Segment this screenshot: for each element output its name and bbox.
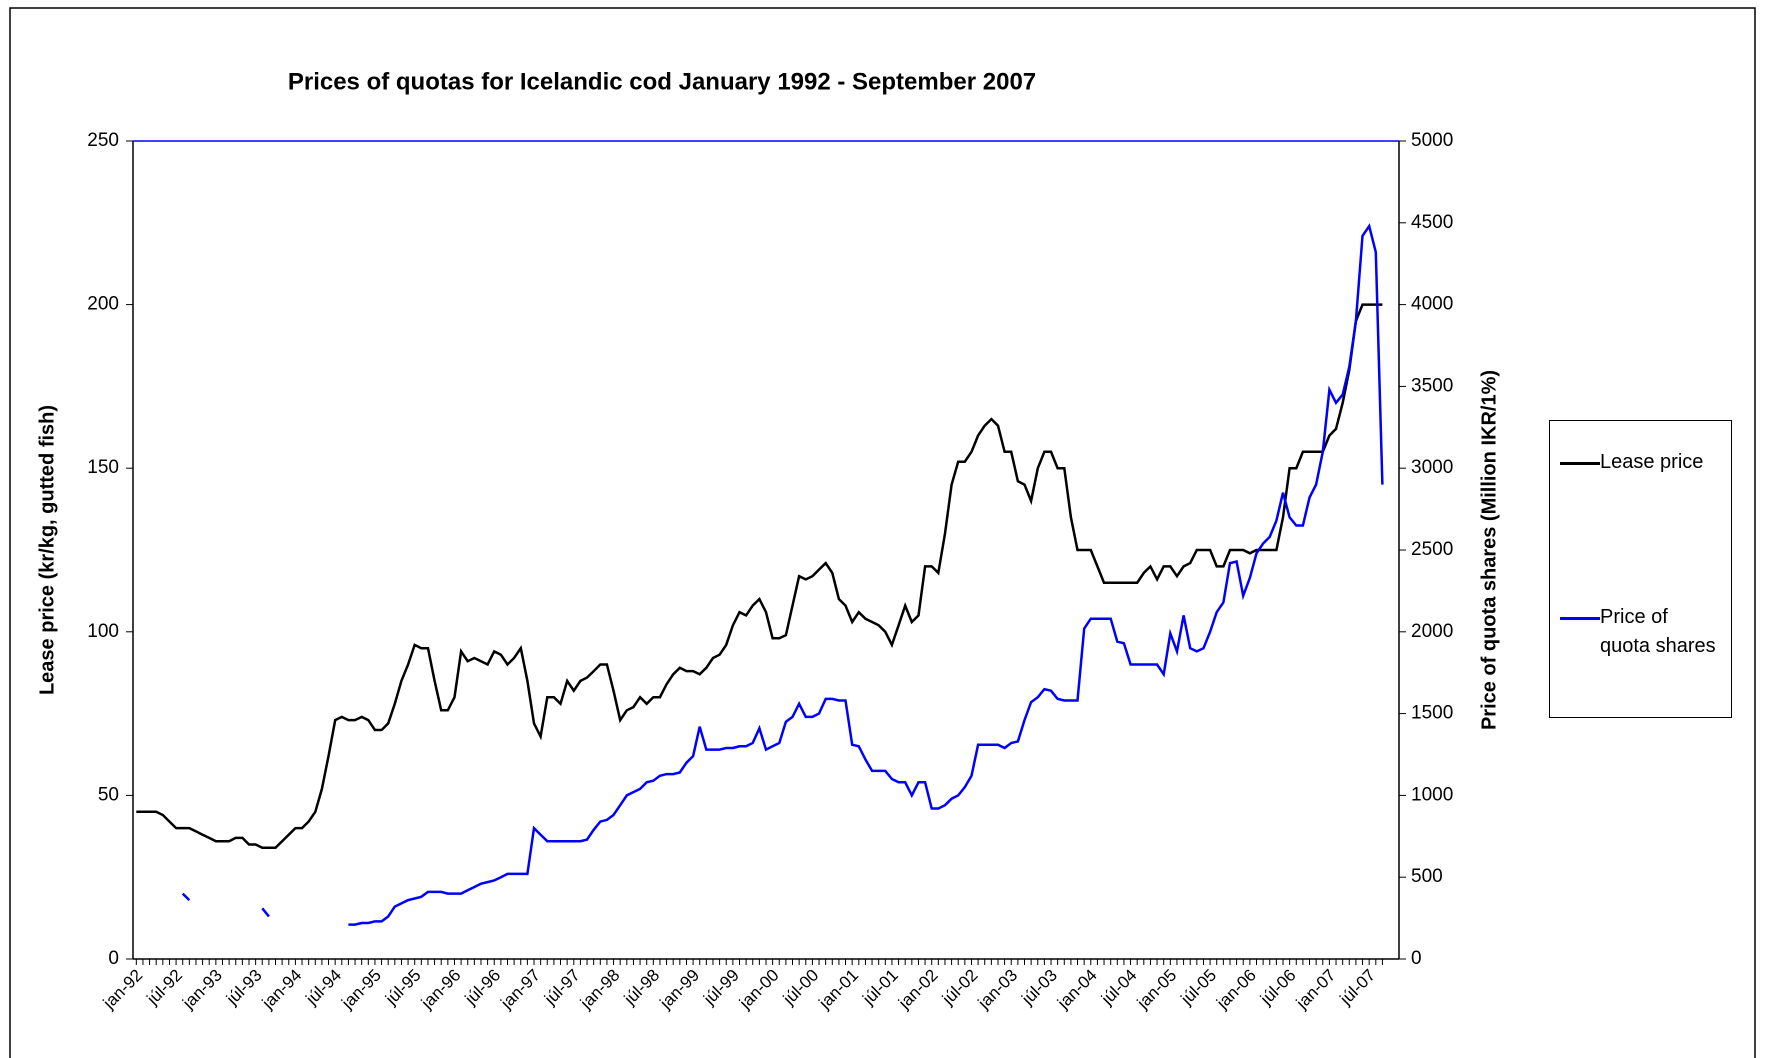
x-tick-label: júl-06 <box>1256 966 1300 1010</box>
x-tick-label: jan-07 <box>1292 966 1340 1014</box>
x-tick-label: júl-02 <box>938 966 982 1010</box>
x-tick-label: jan-97 <box>496 966 544 1014</box>
y2-tick-label: 1000 <box>1411 784 1453 805</box>
y2-tick-label: 1500 <box>1411 703 1453 724</box>
x-tick-label: júl-01 <box>858 966 902 1010</box>
legend-swatch <box>1560 617 1600 620</box>
x-tick-label: júl-00 <box>779 966 823 1010</box>
x-tick-label: jan-00 <box>735 966 783 1014</box>
y-tick-label: 250 <box>87 130 119 151</box>
chart-title: Prices of quotas for Icelandic cod Janua… <box>288 68 1036 95</box>
series-line <box>181 892 191 901</box>
x-tick-label: júl-04 <box>1097 966 1141 1010</box>
x-tick-label: júl-95 <box>381 966 425 1010</box>
y-tick-label: 50 <box>98 784 119 805</box>
legend-entry: Lease price <box>1560 451 1720 477</box>
y-axis-label: Lease price (kr/kg, gutted fish) <box>36 405 58 695</box>
y2-tick-label: 4000 <box>1411 294 1453 315</box>
series-line <box>348 223 1384 926</box>
legend-label: Price of quota shares <box>1600 606 1716 657</box>
x-tick-label: jan-06 <box>1212 966 1260 1014</box>
x-tick-label: júl-92 <box>143 966 187 1010</box>
x-tick-label: jan-99 <box>656 966 704 1014</box>
x-tick-label: júl-93 <box>222 966 266 1010</box>
y2-tick-label: 3000 <box>1411 457 1453 478</box>
x-tick-label: jan-03 <box>974 966 1022 1014</box>
y2-tick-label: 500 <box>1411 866 1443 887</box>
x-tick-label: jan-96 <box>417 966 465 1014</box>
x-tick-label: jan-92 <box>99 966 147 1014</box>
x-tick-label: júl-07 <box>1336 966 1380 1010</box>
x-tick-label: júl-96 <box>461 966 505 1010</box>
legend-entry: Price of quota shares <box>1560 606 1720 661</box>
y-tick-label: 150 <box>87 457 119 478</box>
x-tick-label: júl-03 <box>1017 966 1061 1010</box>
y-tick-label: 0 <box>108 948 119 969</box>
series-line <box>136 303 1383 850</box>
x-tick-label: júl-94 <box>302 966 346 1010</box>
x-tick-label: jan-98 <box>576 966 624 1014</box>
y2-axis-label: Price of quota shares (Million IKR/1%) <box>1478 370 1500 730</box>
y2-tick-label: 5000 <box>1411 130 1453 151</box>
x-tick-label: júl-05 <box>1177 966 1221 1010</box>
x-tick-label: jan-94 <box>258 966 306 1014</box>
x-tick-label: jan-04 <box>1053 966 1101 1014</box>
x-tick-label: jan-02 <box>894 966 942 1014</box>
x-tick-label: júl-97 <box>540 966 584 1010</box>
y2-tick-label: 4500 <box>1411 212 1453 233</box>
chart-border <box>9 7 1756 1058</box>
legend-label: Lease price <box>1600 451 1704 473</box>
y2-tick-label: 2000 <box>1411 621 1453 642</box>
y2-tick-label: 2500 <box>1411 539 1453 560</box>
x-tick-label: jan-05 <box>1133 966 1181 1014</box>
y-tick-label: 100 <box>87 621 119 642</box>
x-tick-label: júl-98 <box>620 966 664 1010</box>
x-tick-label: jan-95 <box>337 966 385 1014</box>
y2-tick-label: 0 <box>1411 948 1422 969</box>
y-tick-label: 200 <box>87 294 119 315</box>
x-tick-label: júl-99 <box>699 966 743 1010</box>
series-line <box>261 907 270 918</box>
y2-tick-label: 3500 <box>1411 375 1453 396</box>
x-tick-label: jan-01 <box>815 966 863 1014</box>
legend-swatch <box>1560 462 1600 465</box>
legend: Lease price Price of quota shares <box>1549 420 1732 718</box>
x-tick-label: jan-93 <box>178 966 226 1014</box>
